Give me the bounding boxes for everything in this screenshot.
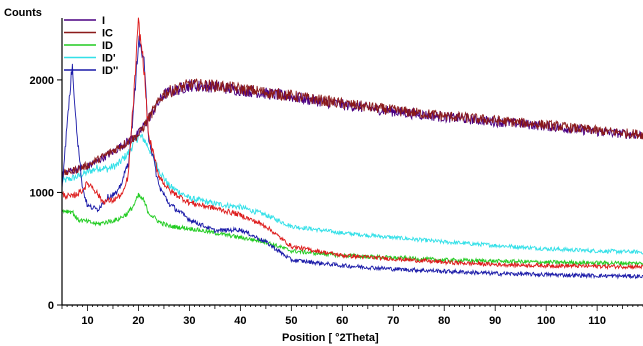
x-tick-label-7: 80	[438, 315, 450, 327]
x-tick-label-6: 70	[387, 315, 399, 327]
x-tick-layer: 10 20 30 40 50 60 70 80 90 100 110	[61, 305, 643, 327]
series-layer	[61, 17, 643, 280]
x-tick-label-3: 40	[234, 315, 246, 327]
y-axis-title: Counts	[4, 7, 42, 19]
x-tick-label-10: 110	[588, 315, 606, 327]
x-tick-label-1: 20	[132, 315, 144, 327]
series-line-1	[61, 78, 643, 178]
x-tick-label-2: 30	[183, 315, 195, 327]
legend-label-2: ID	[102, 40, 113, 52]
series-line-2	[61, 192, 643, 267]
y-tick-label-1: 1000	[30, 187, 54, 199]
legend-label-0: I	[102, 15, 105, 27]
y-tick-label-2: 2000	[30, 75, 54, 87]
x-tick-label-0: 10	[81, 315, 93, 327]
series-line-0	[61, 78, 643, 176]
series-line-3	[61, 133, 643, 256]
series-line-4	[61, 35, 643, 280]
series-line-5	[61, 17, 643, 270]
x-tick-label-8: 90	[489, 315, 501, 327]
legend-label-1: IC	[102, 28, 113, 40]
x-axis-title: Position [ °2Theta]	[282, 332, 379, 344]
y-tick-label-0: 0	[48, 300, 54, 312]
legend-label-3: ID'	[102, 53, 116, 65]
legend-label-4: ID''	[102, 65, 119, 77]
x-tick-label-4: 50	[285, 315, 297, 327]
y-tick-layer: 0 1000 2000	[30, 75, 62, 312]
x-tick-label-9: 100	[537, 315, 555, 327]
x-tick-label-5: 60	[336, 315, 348, 327]
